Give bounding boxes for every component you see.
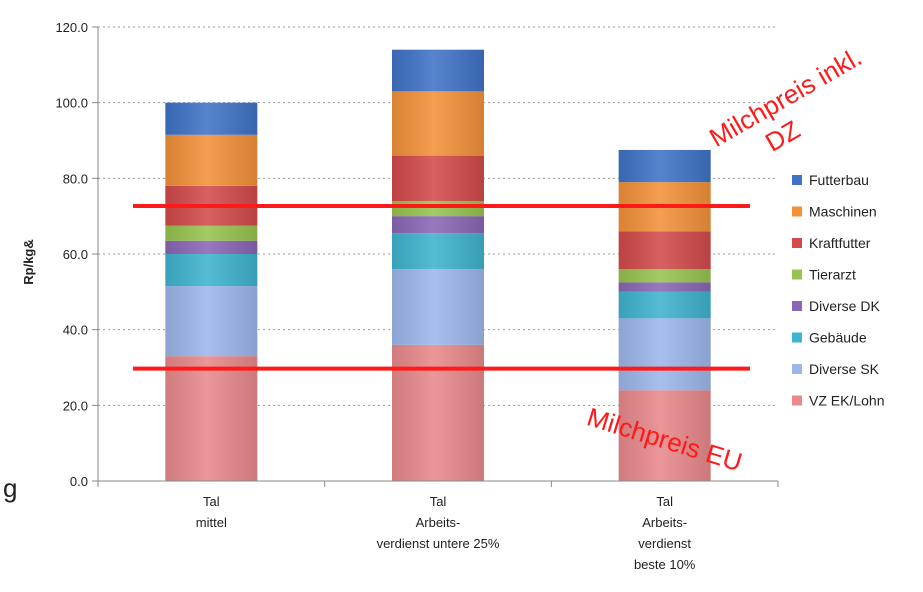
legend-swatch — [792, 395, 802, 406]
y-tick-label: 120.0 — [55, 20, 88, 35]
y-tick-label: 80.0 — [63, 171, 88, 186]
bar-segment-shade — [392, 155, 484, 202]
bar-segment-shade — [165, 286, 258, 357]
bar-segment-shade — [392, 91, 484, 156]
legend: Futterbau Maschinen Kraftfutter Tierarzt Div… — [792, 172, 885, 409]
bar-segment-shade — [165, 240, 258, 254]
x-axis: Tal mittel Tal Arbeits-verdienst untere 25%… — [97, 480, 779, 572]
legend-swatch — [792, 364, 802, 374]
y-tick-label: 0.0 — [70, 474, 88, 489]
x-category-label-line: Arbeits- — [416, 515, 461, 530]
bar-segment-shade — [392, 49, 484, 92]
legend-swatch — [792, 332, 802, 343]
y-tick-label: 20.0 — [63, 398, 88, 413]
legend-swatch — [792, 238, 802, 248]
x-category-label-line: verdienst — [638, 536, 691, 551]
y-axis: 0.0 20.0 40.0 60.0 80.0 100.0 120.0 — [55, 20, 99, 489]
legend-item: Gebäude — [792, 330, 867, 346]
bar-segment-shade — [392, 233, 484, 270]
bar-segment-shade — [618, 231, 711, 270]
bar-segment-shade — [618, 149, 711, 183]
legend-item: Futterbau — [792, 172, 869, 188]
y-tick-label: 40.0 — [63, 323, 88, 338]
bar-segment-shade — [618, 282, 711, 292]
x-category-label-line: beste 10% — [634, 557, 696, 572]
legend-label: Gebäude — [809, 330, 867, 346]
legend-item: Tierarzt — [792, 267, 856, 283]
bar-segment-shade — [165, 254, 258, 287]
legend-label: Diverse DK — [809, 298, 880, 314]
legend-label: Maschinen — [809, 204, 877, 220]
legend-swatch — [792, 206, 802, 217]
bar-segment-shade — [618, 390, 711, 481]
stray-letter: g — [3, 473, 17, 503]
legend-label: Futterbau — [809, 172, 869, 188]
legend-swatch — [792, 301, 802, 311]
legend-swatch — [792, 269, 802, 280]
x-category-label-line: Tal — [656, 494, 673, 509]
bars — [165, 49, 711, 481]
bar-segment-shade — [392, 269, 484, 345]
bar-segment-shade — [165, 102, 258, 135]
bar-segment-shade — [165, 225, 258, 241]
legend-item: Diverse SK — [792, 361, 880, 377]
bar-segment-shade — [618, 318, 711, 391]
legend-item: Diverse DK — [792, 298, 880, 314]
bar-segment-shade — [618, 269, 711, 283]
x-category-label-line: Tal — [430, 494, 447, 509]
bar-segment-shade — [392, 201, 484, 217]
bar-segment-shade — [165, 134, 258, 186]
bar-segment-shade — [392, 216, 484, 234]
x-category-label: Tal Arbeits-verdienst untere 25% — [377, 494, 500, 551]
x-category-label-line: Tal — [203, 494, 220, 509]
bar-segment-shade — [618, 291, 711, 319]
bar-segment-shade — [392, 344, 484, 481]
legend-item: Maschinen — [792, 204, 877, 220]
x-category-label: Tal mittel — [196, 494, 227, 530]
bar-segment-shade — [165, 356, 258, 481]
x-category-label: Tal Arbeits-verdienst beste 10% — [634, 494, 696, 572]
reference-line-label: Milchpreis inkl.DZ — [704, 42, 883, 181]
legend-label: Kraftfutter — [809, 235, 871, 251]
legend-swatch — [792, 175, 802, 185]
y-tick-label: 100.0 — [55, 96, 88, 111]
legend-item: VZ EK/Lohn — [792, 393, 885, 409]
x-category-label-line: verdienst untere 25% — [377, 536, 500, 551]
y-tick-label: 60.0 — [63, 247, 88, 262]
legend-label: Diverse SK — [809, 361, 880, 377]
x-category-label-line: Arbeits- — [642, 515, 687, 530]
y-axis-label: Rp/kg& — [21, 239, 36, 285]
x-category-label-line: mittel — [196, 515, 227, 530]
legend-item: Kraftfutter — [792, 235, 871, 251]
legend-label: Tierarzt — [809, 267, 856, 283]
legend-label: VZ EK/Lohn — [809, 393, 885, 409]
